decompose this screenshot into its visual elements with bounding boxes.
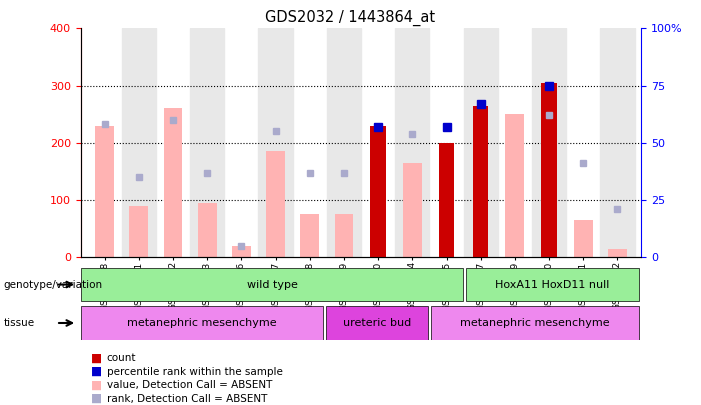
Bar [439, 143, 454, 257]
Bar [326, 307, 428, 339]
Text: ■: ■ [91, 352, 102, 365]
Bar [81, 307, 323, 339]
Bar [395, 28, 430, 257]
Bar [574, 220, 592, 257]
Bar [266, 151, 285, 257]
Bar [466, 268, 639, 301]
Bar [95, 126, 114, 257]
Bar [370, 126, 386, 257]
Bar [403, 163, 422, 257]
Bar [198, 203, 217, 257]
Text: ■: ■ [91, 392, 102, 405]
Bar [259, 28, 292, 257]
Bar [532, 28, 566, 257]
Bar [431, 307, 639, 339]
Bar [81, 268, 463, 301]
Text: rank, Detection Call = ABSENT: rank, Detection Call = ABSENT [107, 394, 267, 403]
Text: ureteric bud: ureteric bud [343, 318, 411, 328]
Bar [541, 83, 557, 257]
Text: count: count [107, 354, 136, 363]
Text: genotype/variation: genotype/variation [4, 279, 102, 290]
Text: percentile rank within the sample: percentile rank within the sample [107, 367, 283, 377]
Text: ■: ■ [91, 379, 102, 392]
Bar [608, 249, 627, 257]
Bar [473, 106, 489, 257]
Text: value, Detection Call = ABSENT: value, Detection Call = ABSENT [107, 380, 272, 390]
Text: metanephric mesenchyme: metanephric mesenchyme [460, 318, 610, 328]
Text: metanephric mesenchyme: metanephric mesenchyme [127, 318, 277, 328]
Bar [122, 28, 156, 257]
Text: wild type: wild type [247, 279, 297, 290]
Text: HoxA11 HoxD11 null: HoxA11 HoxD11 null [495, 279, 610, 290]
Text: tissue: tissue [4, 318, 34, 328]
Bar [130, 206, 148, 257]
Bar [505, 114, 524, 257]
Bar [232, 246, 251, 257]
Bar [463, 28, 498, 257]
Bar [163, 109, 182, 257]
Text: ■: ■ [91, 365, 102, 378]
Bar [300, 214, 319, 257]
Bar [600, 28, 634, 257]
Text: GDS2032 / 1443864_at: GDS2032 / 1443864_at [266, 10, 435, 26]
Bar [190, 28, 224, 257]
Bar [327, 28, 361, 257]
Bar [334, 214, 353, 257]
